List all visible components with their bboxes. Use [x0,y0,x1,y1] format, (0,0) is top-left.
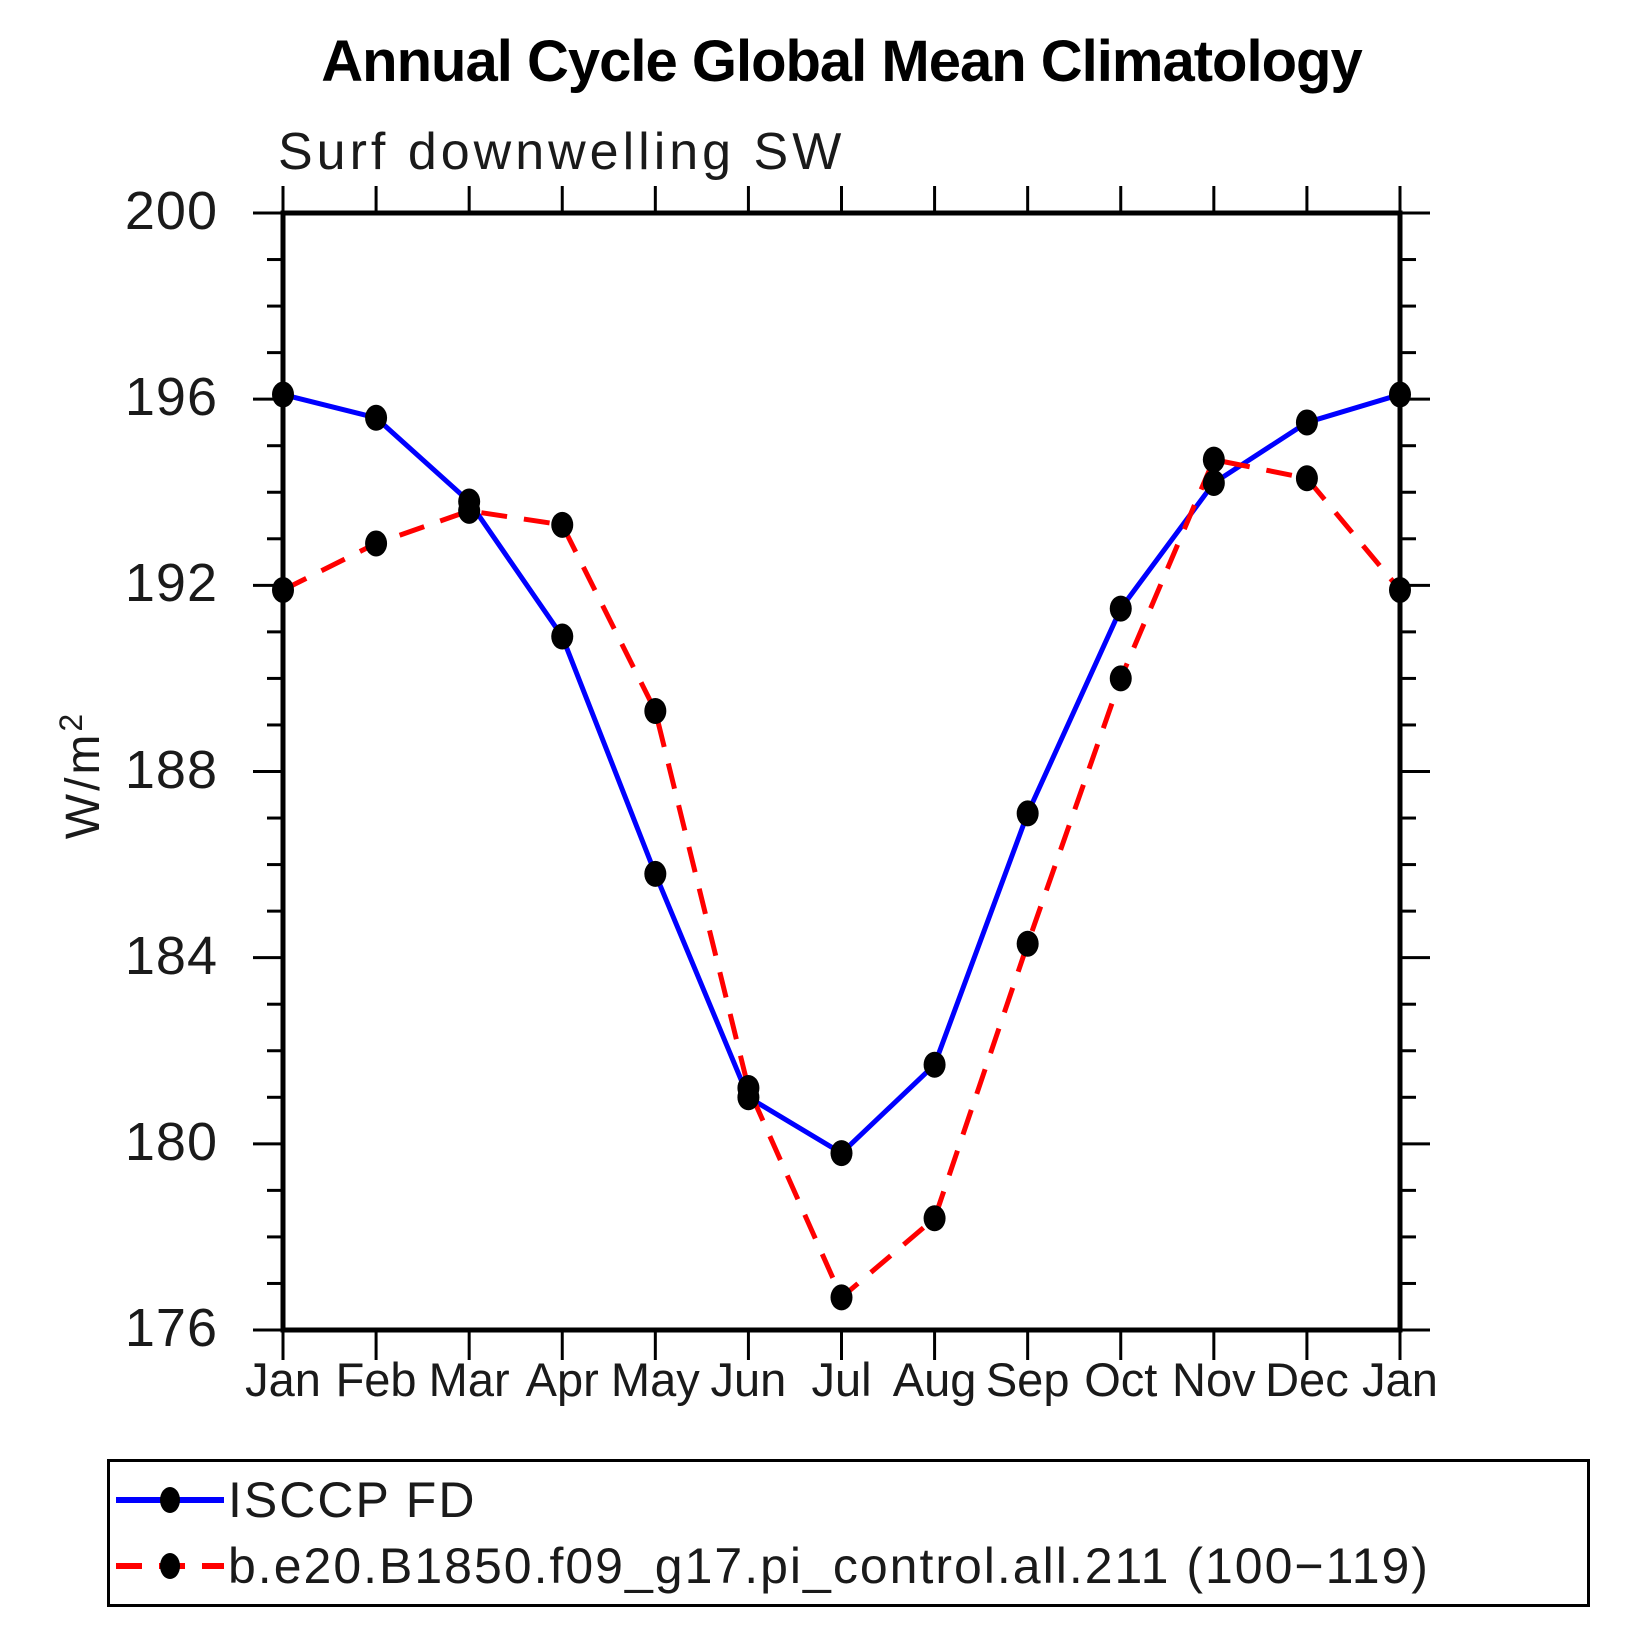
data-point-marker [737,1074,760,1101]
x-tick-label: Aug [892,1353,977,1406]
legend-sample-marker [160,1487,180,1513]
data-point-marker [551,623,574,650]
x-tick-label: Mar [428,1353,510,1406]
chart-subtitle: Surf downwelling SW [278,123,846,181]
x-axis-ticks [281,186,1402,1360]
x-tick-label: Feb [335,1353,417,1406]
y-tick-label: 200 [124,181,218,241]
y-tick-label: 192 [124,553,218,614]
data-point-marker [1109,595,1132,622]
data-point-marker [644,860,667,887]
y-tick-label: 176 [124,1298,218,1358]
data-point-marker [458,497,481,524]
legend-line-solid [116,1487,224,1513]
data-point-marker [1202,469,1225,496]
data-point-marker [923,1051,946,1078]
data-point-marker [1295,409,1318,436]
data-point-marker [1389,381,1411,408]
x-tick-label: Jun [710,1353,787,1406]
data-point-marker [365,530,388,557]
series-line-0 [282,392,1401,1156]
legend-sample-marker [160,1553,180,1579]
y-tick-label: 196 [124,367,218,428]
y-tick-label: 188 [124,739,218,800]
data-point-marker [1295,465,1318,492]
x-tick-label: Jan [1362,1353,1438,1406]
data-point-marker [272,576,294,603]
legend-entry-model: b.e20.B1850.f09_g17.pi_control.all.211 (… [112,1530,1430,1602]
x-tick-label: Nov [1172,1353,1256,1406]
data-point-marker [365,404,388,431]
x-tick-label: Jan [245,1353,321,1406]
x-tick-label: May [610,1353,700,1406]
data-point-marker [923,1205,946,1232]
data-point-marker [1109,665,1132,692]
x-tick-label: Sep [985,1353,1070,1406]
legend-entry-isccp: ISCCP FD [112,1464,476,1536]
x-tick-label: Jul [811,1353,872,1406]
data-point-marker [1389,576,1411,603]
data-point-marker [830,1140,853,1167]
series-line-1 [281,457,1402,1300]
legend: ISCCP FD b.e20.B1850.f09_g17.pi_control.… [107,1459,1590,1607]
data-point-marker [551,511,574,538]
data-point-marker [272,381,294,408]
data-point-marker [1016,800,1039,827]
y-tick-label: 180 [124,1111,218,1172]
legend-label: ISCCP FD [228,1472,477,1528]
data-point-marker [1016,930,1039,957]
series-markers [272,381,1411,1311]
data-point-marker [1202,446,1225,473]
x-tick-label: Dec [1265,1353,1349,1406]
chart-title: Annual Cycle Global Mean Climatology [321,29,1362,94]
data-point-marker [644,697,667,724]
data-point-marker [830,1284,853,1311]
x-tick-label: Apr [525,1353,599,1406]
legend-label: b.e20.B1850.f09_g17.pi_control.all.211 (… [228,1538,1430,1594]
legend-line-dashed [116,1553,224,1579]
x-tick-label: Oct [1084,1353,1158,1406]
y-tick-label: 184 [124,925,218,986]
y-axis-ticks [253,211,1430,1332]
